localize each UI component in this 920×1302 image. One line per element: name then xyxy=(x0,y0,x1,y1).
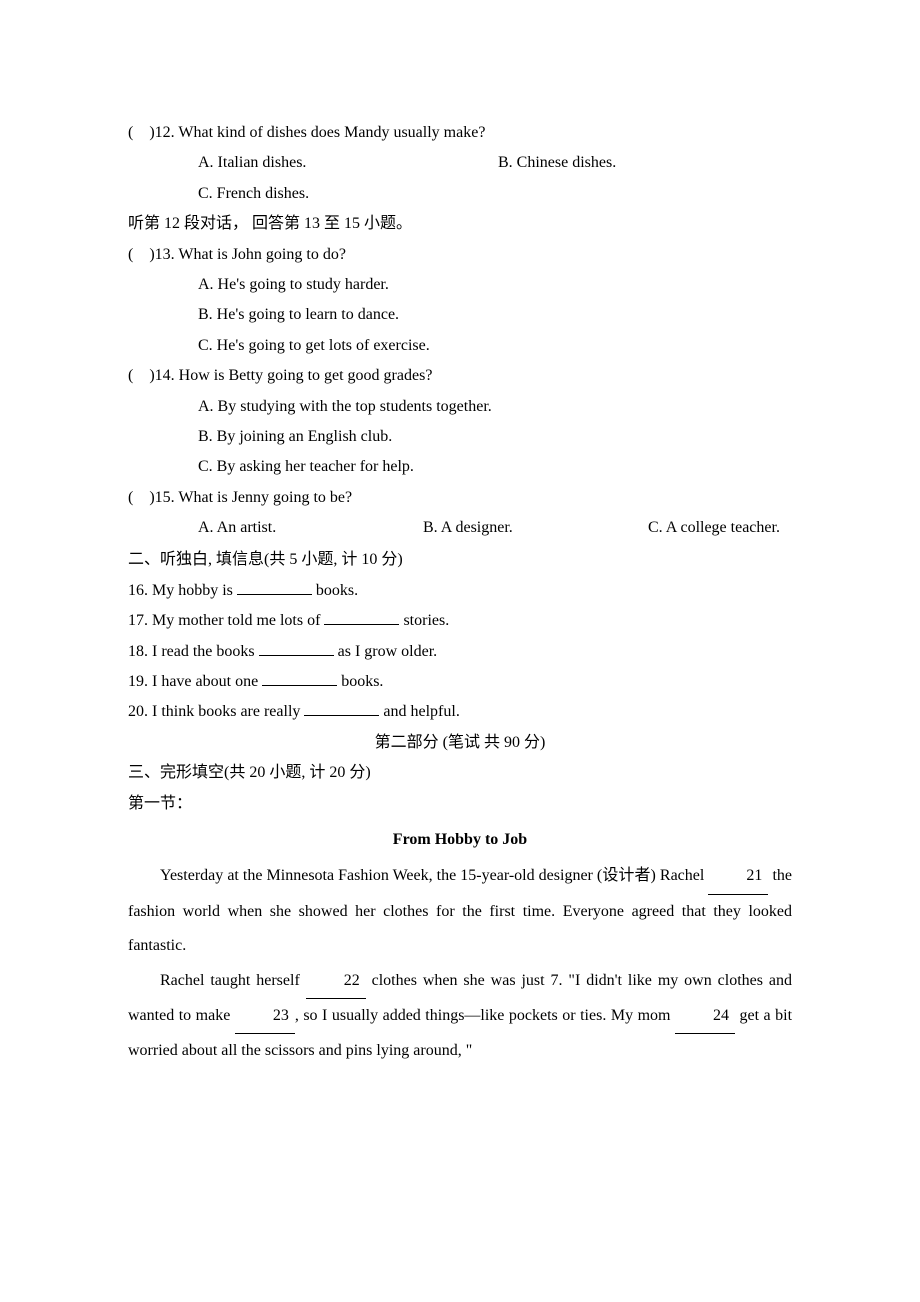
fill-18-post: as I grow older. xyxy=(334,643,438,660)
p1-t1: Yesterday at the Minnesota Fashion Week,… xyxy=(160,867,708,884)
q15-options: A. An artist. B. A designer. C. A colleg… xyxy=(128,513,792,543)
q12-options-ab: A. Italian dishes. B. Chinese dishes. xyxy=(128,148,792,178)
fill-20: 20. I think books are really and helpful… xyxy=(128,697,792,727)
fill-20-post: and helpful. xyxy=(379,703,459,720)
q15-option-a: A. An artist. xyxy=(198,513,423,543)
section-3-title: 三、完形填空(共 20 小题, 计 20 分) xyxy=(128,758,792,788)
blank-17[interactable] xyxy=(324,610,399,625)
blank-19[interactable] xyxy=(262,671,337,686)
dialogue-12-intro: 听第 12 段对话， 回答第 13 至 15 小题。 xyxy=(128,209,792,239)
q14-option-b: B. By joining an English club. xyxy=(128,422,792,452)
passage-title: From Hobby to Job xyxy=(128,825,792,855)
blank-18[interactable] xyxy=(259,641,334,656)
q12-option-b: B. Chinese dishes. xyxy=(498,148,616,178)
blank-21[interactable]: 21 xyxy=(708,859,768,894)
q12-option-a: A. Italian dishes. xyxy=(198,148,498,178)
q14-text: How is Betty going to get good grades? xyxy=(179,367,433,384)
q15-prefix: ( )15. xyxy=(128,489,178,506)
p2-t3: , so I usually added things—like pockets… xyxy=(295,1007,675,1024)
q15-text: What is Jenny going to be? xyxy=(178,489,352,506)
fill-16: 16. My hobby is books. xyxy=(128,576,792,606)
part-2-title: 第二部分 (笔试 共 90 分) xyxy=(128,728,792,758)
fill-16-pre: 16. My hobby is xyxy=(128,582,237,599)
blank-20[interactable] xyxy=(304,701,379,716)
question-14: ( )14. How is Betty going to get good gr… xyxy=(128,361,792,391)
subsection-1: 第一节： xyxy=(128,789,792,819)
q12-option-c: C. French dishes. xyxy=(128,179,792,209)
q15-option-c: C. A college teacher. xyxy=(648,513,780,543)
fill-19-pre: 19. I have about one xyxy=(128,673,262,690)
q13-text: What is John going to do? xyxy=(178,246,346,263)
fill-17-post: stories. xyxy=(399,612,449,629)
paragraph-1: Yesterday at the Minnesota Fashion Week,… xyxy=(128,859,792,963)
q13-option-a: A. He's going to study harder. xyxy=(128,270,792,300)
q13-option-c: C. He's going to get lots of exercise. xyxy=(128,331,792,361)
paragraph-2: Rachel taught herself 22 clothes when sh… xyxy=(128,964,792,1069)
fill-19: 19. I have about one books. xyxy=(128,667,792,697)
q14-option-c: C. By asking her teacher for help. xyxy=(128,452,792,482)
blank-22[interactable]: 22 xyxy=(306,964,366,999)
p2-t1: Rachel taught herself xyxy=(160,972,306,989)
fill-16-post: books. xyxy=(312,582,358,599)
q13-prefix: ( )13. xyxy=(128,246,178,263)
blank-16[interactable] xyxy=(237,580,312,595)
question-13: ( )13. What is John going to do? xyxy=(128,240,792,270)
fill-17: 17. My mother told me lots of stories. xyxy=(128,606,792,636)
q13-option-b: B. He's going to learn to dance. xyxy=(128,300,792,330)
q12-text: What kind of dishes does Mandy usually m… xyxy=(178,124,485,141)
q14-prefix: ( )14. xyxy=(128,367,179,384)
question-12: ( )12. What kind of dishes does Mandy us… xyxy=(128,118,792,148)
fill-18-pre: 18. I read the books xyxy=(128,643,259,660)
blank-23[interactable]: 23 xyxy=(235,999,295,1034)
question-15: ( )15. What is Jenny going to be? xyxy=(128,483,792,513)
q12-prefix: ( )12. xyxy=(128,124,178,141)
fill-17-pre: 17. My mother told me lots of xyxy=(128,612,324,629)
section-2-title: 二、听独白, 填信息(共 5 小题, 计 10 分) xyxy=(128,545,792,575)
fill-19-post: books. xyxy=(337,673,383,690)
fill-20-pre: 20. I think books are really xyxy=(128,703,304,720)
fill-18: 18. I read the books as I grow older. xyxy=(128,637,792,667)
q15-option-b: B. A designer. xyxy=(423,513,648,543)
blank-24[interactable]: 24 xyxy=(675,999,735,1034)
q14-option-a: A. By studying with the top students tog… xyxy=(128,392,792,422)
